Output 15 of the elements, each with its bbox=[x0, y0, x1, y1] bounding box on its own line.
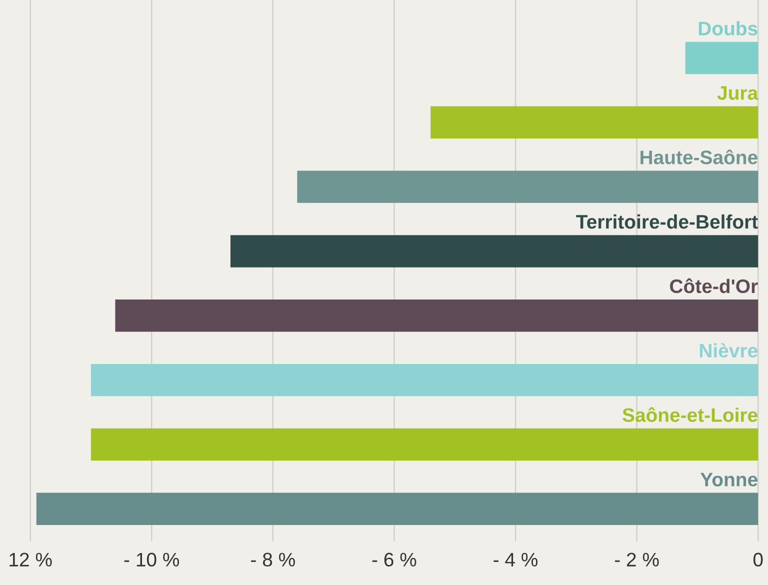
y-tick-label: Saône-et-Loire bbox=[622, 407, 758, 422]
x-tick-label: 12 % bbox=[10, 552, 52, 566]
x-tick-label: - 8 % bbox=[251, 552, 295, 567]
x-tick-label: - 10 % bbox=[124, 552, 180, 567]
y-tick-label: Doubs bbox=[698, 21, 758, 36]
x-tick-label: - 6 % bbox=[372, 552, 416, 567]
y-tick-label: Côte-d'Or bbox=[670, 278, 758, 294]
x-tick-label: - 4 % bbox=[494, 552, 538, 566]
x-tick-label: 0 bbox=[753, 552, 763, 567]
x-tick-label: - 2 % bbox=[614, 552, 659, 566]
y-tick-label: Territoire-de-Belfort bbox=[576, 214, 758, 229]
y-tick-label: Haute-Saône bbox=[640, 150, 758, 164]
y-tick-label: Jura bbox=[717, 86, 758, 100]
y-tick-label: Nièvre bbox=[700, 343, 758, 358]
y-tick-label: Yonne bbox=[700, 472, 758, 486]
